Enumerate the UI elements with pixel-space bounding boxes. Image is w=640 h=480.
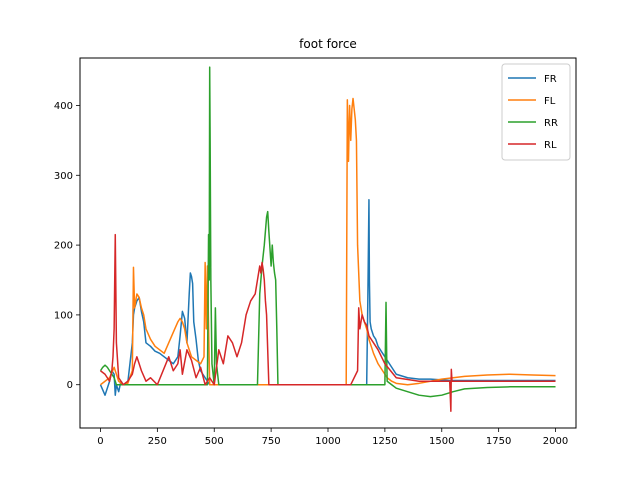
legend-label-fl: FL [544, 96, 556, 107]
x-axis: 0 250 500 750 1000 1250 1500 1750 2000 [97, 428, 568, 447]
y-axis: 0 100 200 300 400 [54, 101, 80, 391]
legend-label-fr: FR [544, 74, 557, 85]
series-line-fl [100, 97, 556, 386]
x-tick-label: 250 [148, 436, 167, 447]
y-tick-label: 0 [67, 380, 73, 391]
x-tick-label: 1250 [372, 436, 397, 447]
y-tick-label: 100 [54, 310, 73, 321]
x-tick-label: 500 [205, 436, 224, 447]
x-tick-label: 750 [262, 436, 281, 447]
y-tick-label: 200 [54, 241, 73, 252]
legend-box [501, 63, 571, 161]
chart-title: foot force [299, 37, 357, 51]
legend-label-rl: RL [544, 140, 557, 151]
series-line-rl [100, 233, 556, 412]
series-line-rr [99, 66, 556, 398]
y-tick-label: 300 [54, 171, 73, 182]
series-line-fr [99, 198, 556, 396]
y-tick-label: 400 [54, 101, 73, 112]
x-tick-label: 2000 [543, 436, 568, 447]
x-tick-label: 1500 [429, 436, 454, 447]
legend: FR FL RR RL [501, 63, 571, 161]
legend-label-rr: RR [544, 118, 558, 129]
x-tick-label: 1000 [315, 436, 340, 447]
x-tick-label: 0 [97, 436, 103, 447]
series-layer [99, 66, 556, 412]
x-tick-label: 1750 [486, 436, 511, 447]
